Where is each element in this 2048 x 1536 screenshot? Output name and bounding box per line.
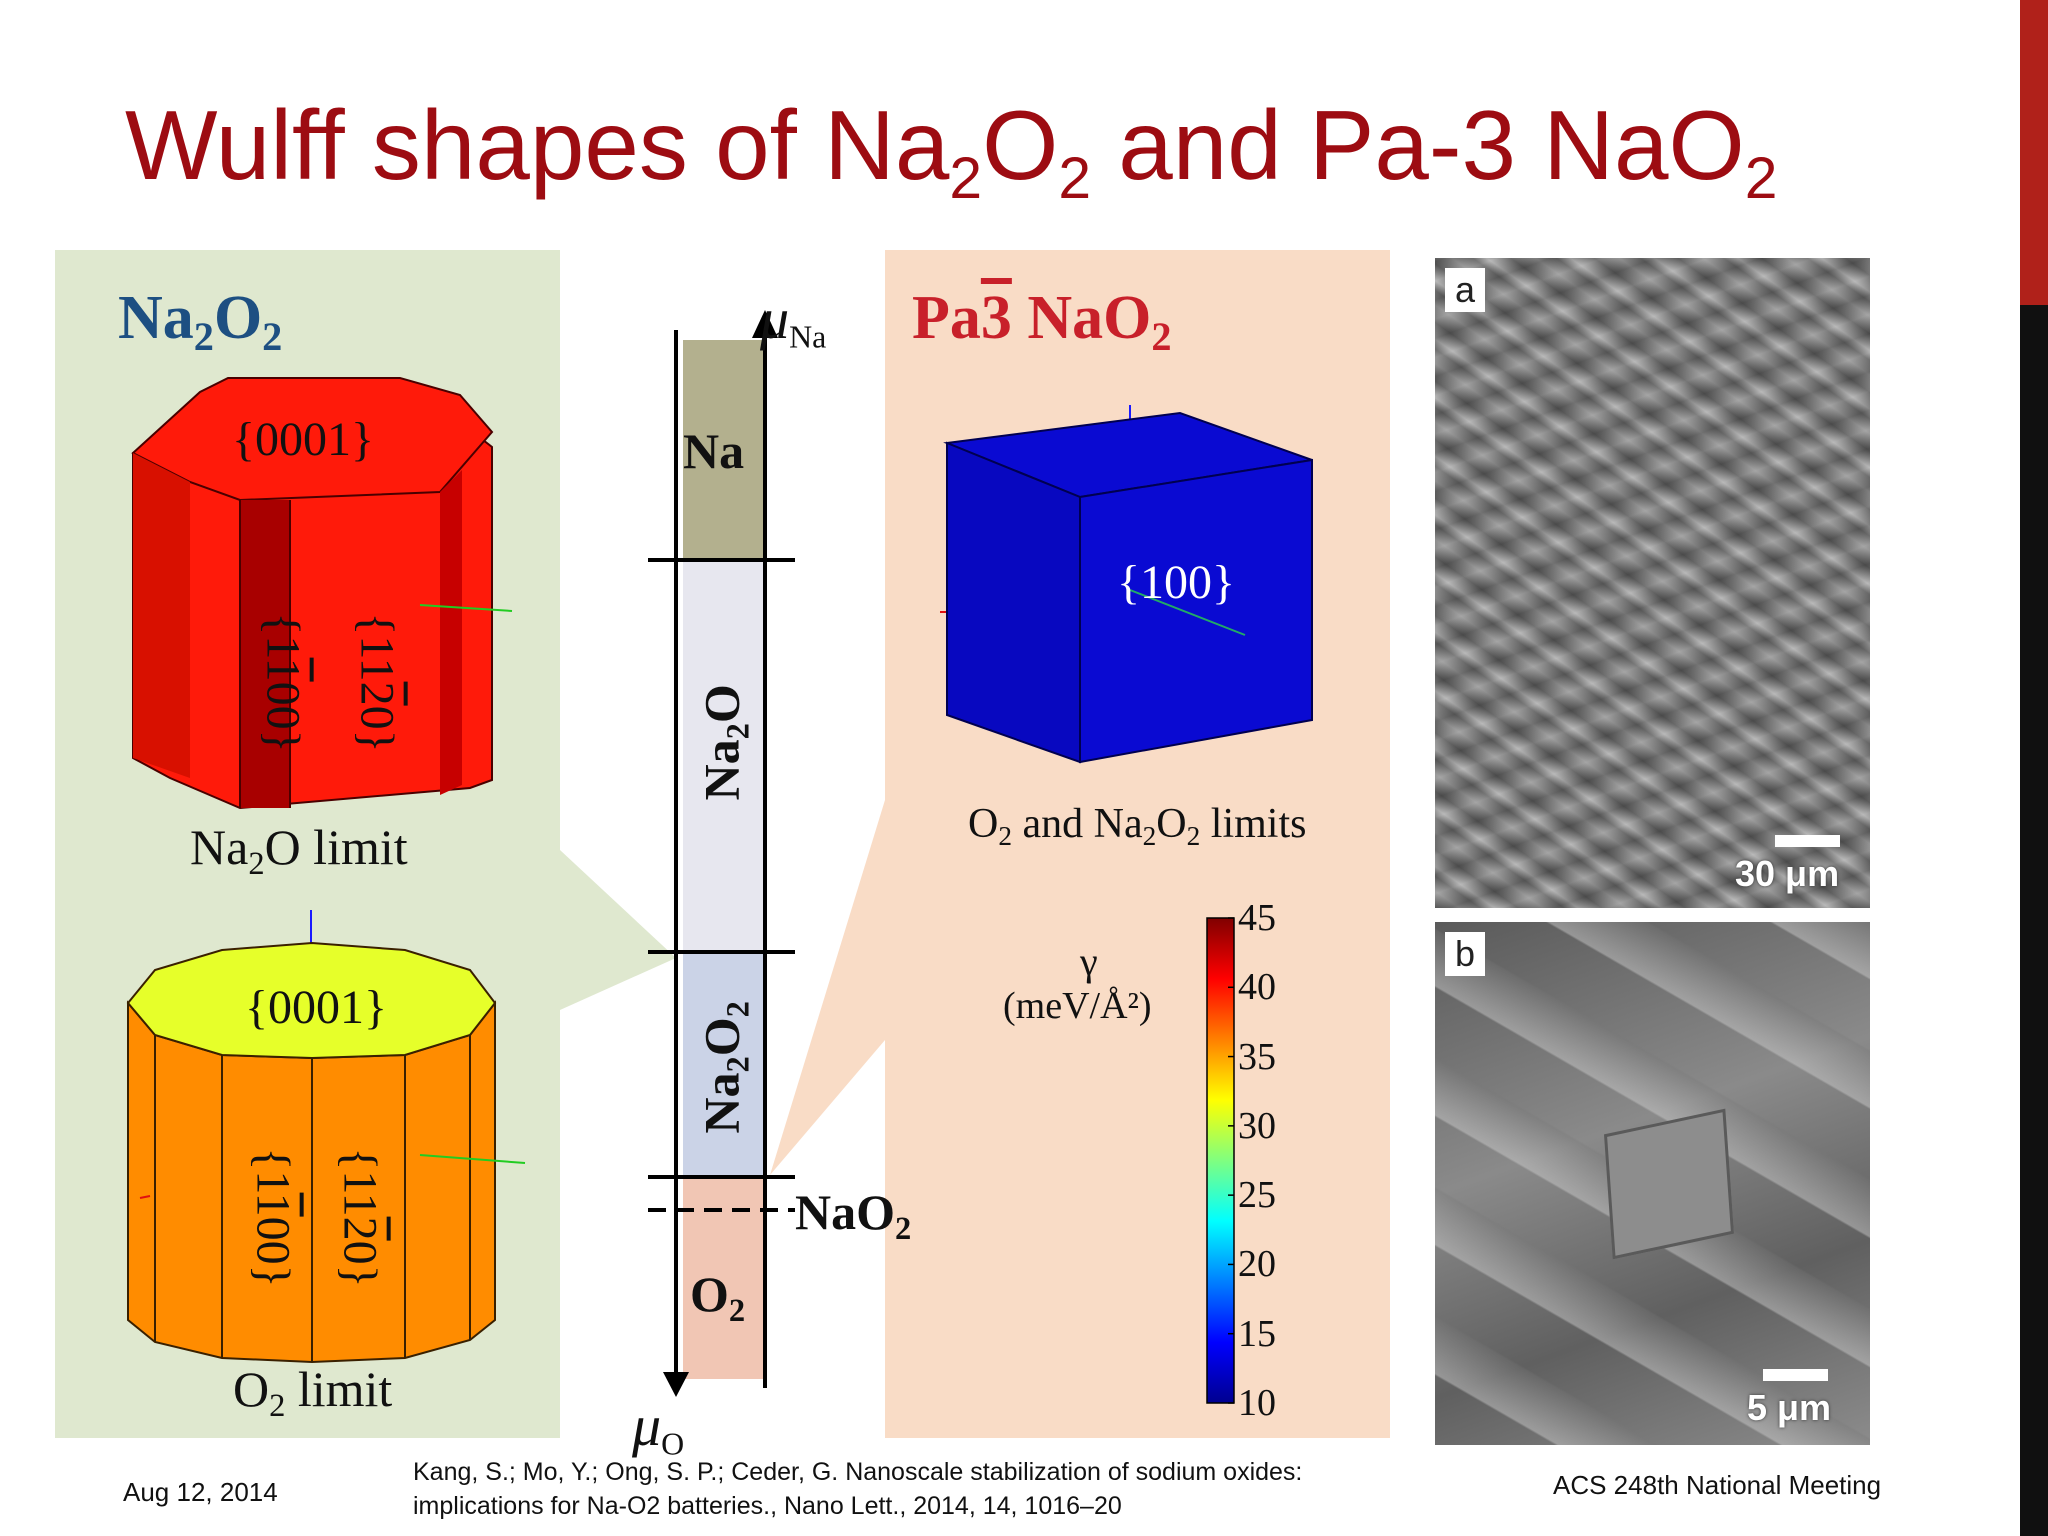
facet-label-1-100-bottom: {1100}	[246, 1147, 300, 1288]
facet-label-0001-bottom: {0001}	[245, 981, 388, 1034]
facet-label-11-20-bottom: {1120}	[333, 1147, 387, 1288]
colorbar-label-gamma: γ	[1080, 939, 1098, 984]
phase-label-na: Na	[683, 423, 745, 479]
phase-label-na2o2: Na2O2	[693, 1001, 757, 1134]
colorbar-tick-label: 35	[1238, 1035, 1276, 1078]
facet-label-0001-top: {0001}	[232, 413, 375, 466]
sem-image-a: a 30 μm	[1435, 258, 1870, 908]
phase-region-o2	[683, 1177, 765, 1379]
phase-label-na2o: Na2O	[693, 684, 757, 801]
basal-facet-top	[131, 377, 494, 502]
colorbar-tick-label: 20	[1238, 1243, 1276, 1286]
colorbar-tick-label: 40	[1238, 966, 1276, 1009]
prism-facet-left	[133, 453, 190, 778]
caption-o2-na2o2-limits: O2 and Na2O2 limits	[968, 801, 1307, 852]
mu-na-arrowhead	[752, 310, 778, 338]
scale-bar-a	[1775, 835, 1840, 847]
footer-venue: ACS 248th National Meeting	[1553, 1470, 1882, 1500]
colorbar-label-unit: (meV/Å²)	[1003, 985, 1152, 1027]
callout-wedge-left	[560, 850, 676, 1010]
facet-label-1-100-top: {1100}	[256, 612, 310, 753]
phase-region-na2o	[683, 560, 765, 952]
na2o2-wulff-shape-o2-limit	[126, 910, 526, 1364]
phase-label-nao2: NaO2	[795, 1184, 912, 1247]
colorbar-tick-label: 30	[1238, 1104, 1276, 1147]
colorbar-tick-label: 25	[1238, 1174, 1276, 1217]
slide-title: Wulff shapes of Na2O2 and Pa-3 NaO2	[125, 90, 1778, 211]
footer-date: Aug 12, 2014	[123, 1477, 278, 1507]
phase-region-na	[683, 340, 765, 560]
accent-bar-black	[2020, 305, 2048, 1536]
caption-na2o-limit: Na2O limit	[190, 819, 408, 882]
na2o2-wulff-shape-na2o-limit	[131, 377, 513, 810]
prism-facet-dark-right	[440, 470, 462, 795]
scale-text-a: 30 μm	[1735, 853, 1840, 894]
phase-region-na2o2	[683, 952, 765, 1177]
colorbar-tick-label: 45	[1238, 897, 1276, 939]
colorbar-tick-label: 15	[1238, 1312, 1276, 1355]
nao2-wulff-cube	[940, 405, 1313, 764]
scale-text-b: 5 μm	[1747, 1387, 1832, 1428]
axis-label-mu-na: μNa	[760, 286, 827, 355]
caption-o2-limit: O2 limit	[233, 1361, 393, 1424]
na2o2-heading: Na2O2	[118, 284, 283, 360]
pa3-nao2-heading: Pa3 NaO2	[912, 284, 1172, 360]
colorbar-tick-label: 10	[1238, 1382, 1276, 1424]
facet-label-11-20-top: {1120}	[350, 612, 404, 753]
facet-label-100: {100}	[1117, 556, 1236, 609]
phase-diagram	[648, 310, 795, 1397]
sem-panel-label-a: a	[1445, 268, 1485, 312]
gamma-colorbar	[1206, 917, 1235, 1404]
sem-image-b: b 5 μm	[1435, 922, 1870, 1445]
footer-citation: Kang, S.; Mo, Y.; Ong, S. P.; Ceder, G. …	[413, 1458, 1303, 1520]
mu-o-arrowhead	[663, 1372, 689, 1397]
accent-bar-red	[2020, 0, 2048, 305]
axis-label-mu-o: μO	[632, 1393, 685, 1462]
phase-label-o2: O2	[690, 1266, 746, 1329]
prism-facet-dark	[240, 500, 290, 808]
scale-bar-b	[1763, 1369, 1828, 1381]
callout-wedge-right	[770, 800, 885, 1175]
sem-panel-label-b: b	[1445, 932, 1485, 976]
sem-cube-crystal	[1603, 1108, 1735, 1260]
